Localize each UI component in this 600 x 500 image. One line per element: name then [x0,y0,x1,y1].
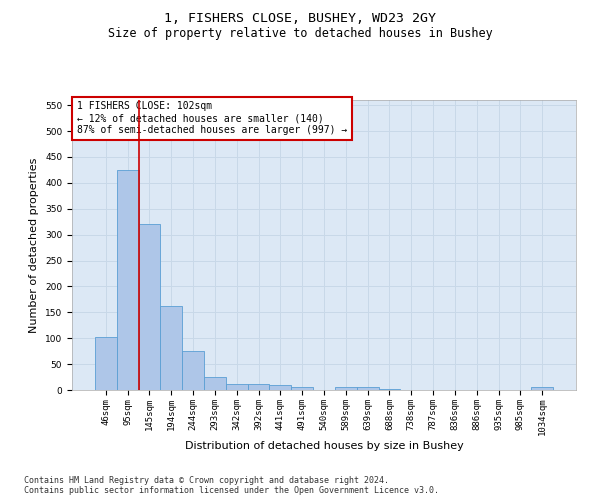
Text: 1 FISHERS CLOSE: 102sqm
← 12% of detached houses are smaller (140)
87% of semi-d: 1 FISHERS CLOSE: 102sqm ← 12% of detache… [77,102,347,134]
Bar [117,170,139,390]
Bar [357,388,379,390]
Bar [531,388,553,390]
Bar [248,384,269,390]
Bar [379,389,400,390]
Text: Contains HM Land Registry data © Crown copyright and database right 2024.
Contai: Contains HM Land Registry data © Crown c… [24,476,439,495]
Bar [95,336,117,390]
X-axis label: Distribution of detached houses by size in Bushey: Distribution of detached houses by size … [185,441,463,451]
Bar [335,388,357,390]
Text: 1, FISHERS CLOSE, BUSHEY, WD23 2GY: 1, FISHERS CLOSE, BUSHEY, WD23 2GY [164,12,436,26]
Bar [226,384,248,390]
Bar [139,224,160,390]
Bar [204,377,226,390]
Bar [291,387,313,390]
Text: Size of property relative to detached houses in Bushey: Size of property relative to detached ho… [107,28,493,40]
Bar [182,351,204,390]
Bar [160,306,182,390]
Bar [269,385,291,390]
Y-axis label: Number of detached properties: Number of detached properties [29,158,40,332]
